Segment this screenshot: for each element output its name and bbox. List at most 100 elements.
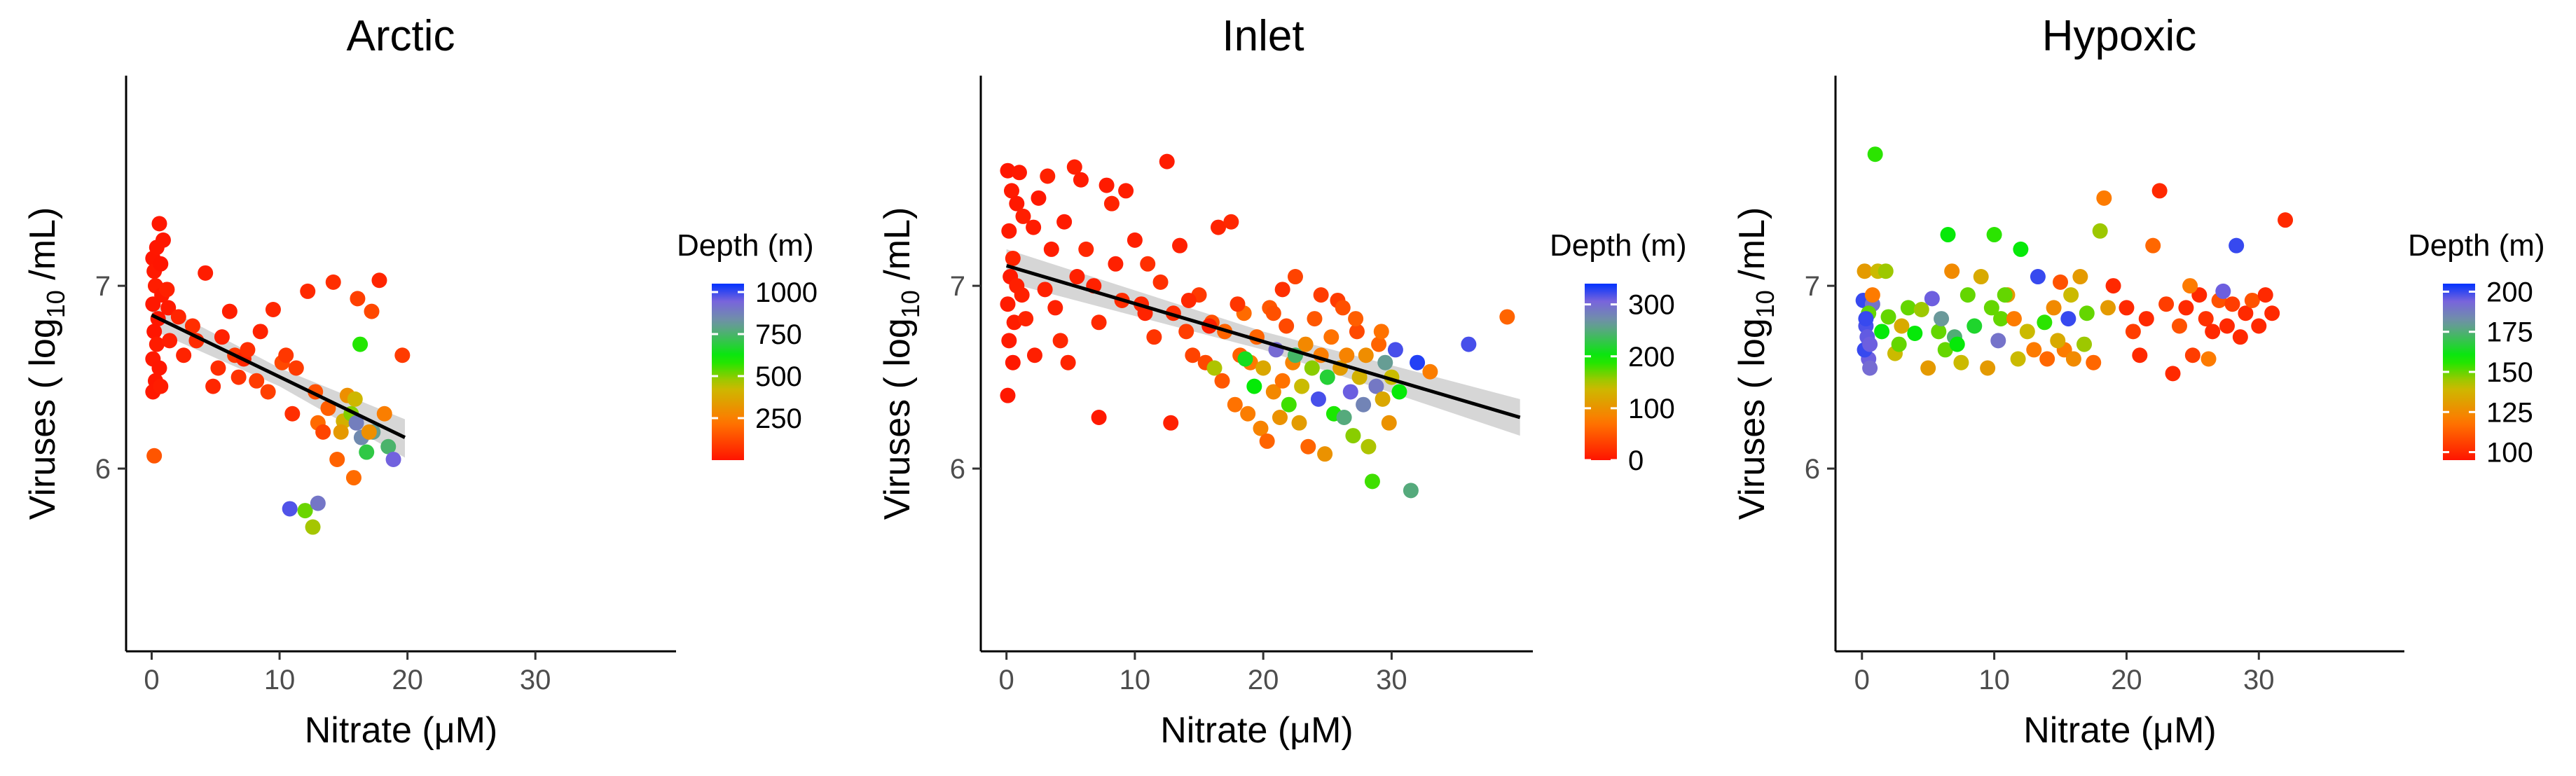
panel-arctic-data-point [162, 333, 178, 349]
panel-inlet-data-point [1294, 378, 1310, 394]
panel-inlet-title: Inlet [1222, 12, 1304, 60]
panel-arctic-y-axis-title: Viruses ( log10 /mL) [22, 207, 70, 520]
panel-inlet-data-point [1304, 360, 1320, 376]
panel-inlet-data-point [1000, 296, 1016, 312]
panel-inlet-data-point [1003, 183, 1019, 199]
panel-hypoxic-data-point [2238, 305, 2254, 321]
panel-hypoxic-data-point [2050, 333, 2066, 349]
panel-hypoxic-data-point [1983, 300, 1999, 316]
panel-inlet-data-point [1387, 342, 1403, 358]
panel-hypoxic-data-point [2232, 329, 2248, 345]
panel-inlet-data-point [1265, 305, 1281, 321]
panel-inlet-data-point [1381, 415, 1397, 431]
panel-hypoxic-data-point [2145, 237, 2161, 254]
panel-hypoxic-data-point [2224, 296, 2240, 312]
panel-inlet-data-point [1300, 438, 1316, 455]
panel-inlet-data-point [1214, 373, 1230, 389]
panel-inlet-data-point [1272, 409, 1288, 425]
panel-arctic-data-point [198, 265, 214, 281]
panel-inlet-data-point [1014, 287, 1030, 303]
panel-arctic-data-point [305, 519, 321, 535]
panel-arctic-data-point [333, 424, 349, 440]
panel-hypoxic-data-point [1949, 336, 1965, 352]
panel-hypoxic-data-point [2229, 237, 2245, 254]
panel-hypoxic-data-point [2079, 305, 2095, 321]
panel-hypoxic-data-point [2178, 300, 2194, 316]
panel-hypoxic-data-point [2257, 287, 2273, 303]
panel-inlet-x-axis-title: Nitrate (μM) [1160, 710, 1354, 751]
panel-arctic-data-point [380, 438, 397, 455]
panel-inlet-data-point [1323, 329, 1339, 345]
panel-arctic-data-point [315, 424, 331, 440]
panel-inlet-data-point [1255, 360, 1272, 376]
panel-arctic-data-point [260, 384, 276, 400]
panel-inlet-data-point [1310, 391, 1326, 407]
panel-arctic-data-point [146, 324, 163, 340]
panel-hypoxic-data-point [2030, 269, 2046, 285]
panel-hypoxic-y-title-sub: 10 [1751, 290, 1779, 318]
panel-hypoxic-data-point [1880, 309, 1896, 325]
panel-hypoxic-data-point [2182, 278, 2198, 294]
panel-hypoxic-data-point [1924, 291, 1940, 307]
panel-hypoxic-data-point [2158, 296, 2175, 312]
panel-inlet-data-point [1291, 415, 1307, 431]
panel-inlet-data-point [1140, 256, 1156, 272]
panel-hypoxic-data-point [1986, 227, 2002, 243]
panel-arctic-x-tick-label: 20 [392, 665, 423, 695]
panel-hypoxic-data-point [1967, 318, 1983, 334]
panel-inlet-data-point [1391, 384, 1407, 400]
panel-arctic-data-point [352, 336, 369, 352]
panel-inlet-data-point [1373, 324, 1389, 340]
panel-arctic-x-tick-label: 10 [264, 665, 296, 695]
panel-inlet-data-point [1185, 347, 1201, 363]
panel-hypoxic-data-point [2013, 241, 2029, 257]
panel-hypoxic-data-point [1900, 300, 1916, 316]
panel-hypoxic-data-point [1920, 360, 1936, 376]
panel-hypoxic-data-point [2205, 324, 2221, 340]
panel-arctic-y-title-sub: 10 [41, 290, 70, 318]
panel-arctic-legend-label: 1000 [755, 277, 818, 308]
panel-inlet-data-point [1361, 438, 1377, 455]
panel-arctic: Arctic 0 10 20 30 6 7 Nitrate (μM) Viruses ( log… [22, 12, 818, 751]
panel-hypoxic-legend-title: Depth (m) [2408, 228, 2545, 263]
panel-arctic-data-point [146, 448, 163, 464]
panel-arctic-legend-colorbar [712, 284, 744, 460]
panel-hypoxic-x-tick-label: 0 [1854, 665, 1870, 695]
panel-hypoxic-data-point [1891, 336, 1907, 352]
panel-arctic-data-point [347, 391, 363, 407]
panel-inlet-data-point [1237, 351, 1253, 367]
panel-hypoxic-data-point [1944, 263, 1960, 279]
panel-inlet-data-point [1005, 354, 1021, 370]
panel-inlet-y-title-pre: Viruses ( log [877, 318, 918, 520]
panel-inlet-y-title-post: /mL) [877, 207, 918, 290]
panel-hypoxic-data-point [1934, 311, 1950, 327]
panel-inlet-legend-label: 100 [1628, 394, 1675, 424]
panel-inlet-data-point [1274, 373, 1290, 389]
panel-inlet-data-point [1351, 369, 1368, 385]
panel-inlet-data-point [1011, 165, 1027, 181]
panel-inlet-data-point [1098, 177, 1115, 193]
panel-inlet-data-point [1103, 195, 1120, 212]
panel-hypoxic-data-point [1862, 336, 1878, 352]
panel-inlet-data-point [1118, 183, 1134, 199]
panel-arctic-data-point [151, 216, 167, 232]
panel-inlet-data-point [1259, 433, 1275, 449]
panel-inlet-data-point [1091, 409, 1107, 425]
panel-hypoxic-data-point [2132, 347, 2148, 363]
panel-inlet-data-point [1335, 300, 1351, 316]
panel-hypoxic-legend-label: 175 [2486, 317, 2533, 348]
panel-inlet-data-point [1152, 274, 1169, 290]
panel-inlet-data-point [1180, 292, 1197, 308]
panel-inlet-data-point [1253, 420, 1269, 436]
panel-inlet-data-point [1040, 168, 1056, 184]
panel-hypoxic-data-point [2278, 212, 2294, 228]
panel-inlet-data-point [1146, 329, 1162, 345]
panel-arctic-data-point [329, 452, 345, 467]
panel-inlet-data-point [1159, 153, 1175, 169]
panel-arctic-y-title-post: /mL) [22, 207, 63, 290]
panel-arctic-data-point [350, 291, 366, 307]
panel-inlet-data-point [1047, 300, 1063, 316]
panel-inlet-y-axis-title: Viruses ( log10 /mL) [877, 207, 925, 520]
panel-inlet-data-point [1375, 391, 1391, 407]
